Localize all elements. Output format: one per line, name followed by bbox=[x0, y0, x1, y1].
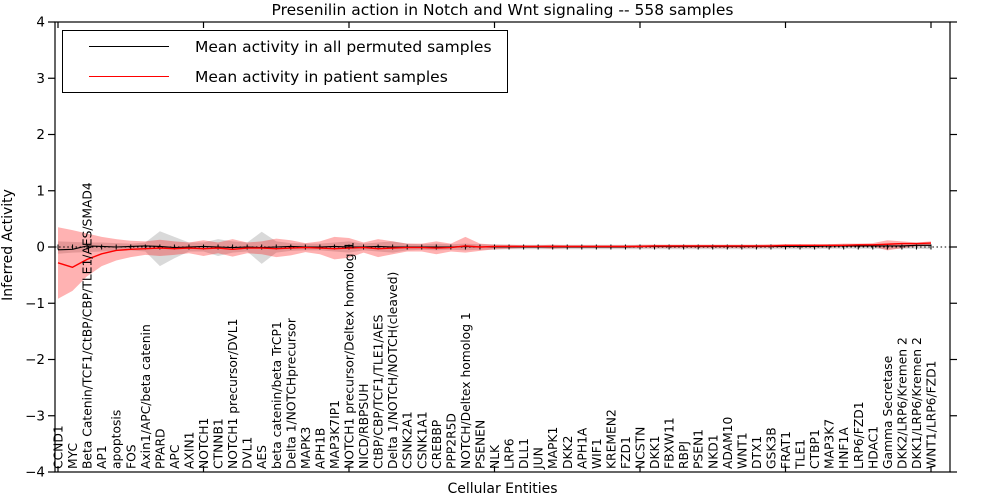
x-entity-label: DVL1 bbox=[241, 437, 255, 469]
x-entity-label: FRAT1 bbox=[779, 431, 793, 469]
y-tick-label: 0 bbox=[36, 240, 45, 256]
x-entity-label: CTBP1 bbox=[808, 429, 822, 469]
legend-label-permuted: Mean activity in all permuted samples bbox=[195, 37, 492, 56]
x-entity-label: ADAM10 bbox=[721, 417, 735, 469]
legend-item-permuted: Mean activity in all permuted samples bbox=[63, 32, 507, 61]
x-entity-label: CCND1 bbox=[52, 425, 66, 469]
x-entity-label: Axin1/APC/beta catenin bbox=[139, 324, 153, 469]
x-axis-ticks bbox=[57, 22, 932, 472]
x-entity-label: LRP6/FZD1 bbox=[852, 401, 866, 469]
y-tick-label: −1 bbox=[25, 296, 45, 312]
x-entity-label: AXIN1 bbox=[182, 432, 196, 470]
x-entity-label: FZD1 bbox=[619, 436, 633, 469]
y-tick-label: −3 bbox=[25, 408, 45, 424]
x-entity-label: TLE1 bbox=[794, 439, 808, 470]
x-entity-label: DLL1 bbox=[517, 438, 531, 469]
x-entity-label: apoptosis bbox=[110, 410, 124, 469]
x-entity-label: MYC bbox=[66, 443, 80, 469]
x-entity-label: JUN bbox=[532, 447, 546, 470]
x-entity-label: FOS bbox=[124, 444, 138, 469]
y-axis-label: Inferred Activity bbox=[0, 189, 16, 301]
x-entity-label: NICD/RBPSUH bbox=[357, 384, 371, 469]
y-tick-label: 4 bbox=[36, 15, 45, 31]
x-entity-label: Beta Catenin/TCF1/CtBP/CBP/TLE1/AES/SMAD… bbox=[81, 182, 95, 469]
x-entity-label: HNF1A bbox=[837, 427, 851, 469]
x-entity-label: APC bbox=[168, 445, 182, 469]
y-tick-label: 2 bbox=[36, 127, 45, 143]
x-entity-label: NOTCH/Deltex homolog 1 bbox=[459, 312, 473, 469]
x-entity-label: MAPK3 bbox=[299, 427, 313, 469]
x-entity-label: FBXW11 bbox=[663, 417, 677, 469]
x-entity-label: MAP3K7IP1 bbox=[328, 400, 342, 469]
x-entity-label: PPP2R5D bbox=[444, 413, 458, 469]
x-entity-label: CTNNB1 bbox=[212, 418, 226, 469]
x-entity-label: PSEN1 bbox=[692, 429, 706, 469]
x-entity-label: NKD1 bbox=[706, 434, 720, 469]
x-entity-label: KREMEN2 bbox=[604, 409, 618, 469]
x-axis-label: Cellular Entities bbox=[447, 481, 558, 497]
x-entity-label: WNT1 bbox=[735, 432, 749, 469]
x-entity-label: CSNK1A1 bbox=[415, 411, 429, 469]
x-entity-label: WIF1 bbox=[590, 438, 604, 469]
y-tick-label: −4 bbox=[25, 465, 45, 481]
y-tick-label: 3 bbox=[36, 71, 45, 87]
y-axis-ticks: 4 3 2 1 0 −1 −2 −3 −4 bbox=[25, 15, 957, 481]
x-entity-label: RBPJ bbox=[677, 441, 691, 469]
x-entity-label: Delta 1/NOTCH/NOTCH(cleaved) bbox=[386, 272, 400, 469]
x-entity-label: Delta 1/NOTCHprecursor bbox=[284, 317, 298, 469]
x-entity-label: beta catenin/beta TrCP1 bbox=[270, 321, 284, 469]
legend-line-sample-red bbox=[89, 76, 169, 77]
x-entity-label: NLK bbox=[488, 444, 502, 469]
x-entity-label: PPARD bbox=[153, 429, 167, 469]
x-entity-label: DKK1/LRP6/Kremen 2 bbox=[910, 337, 924, 469]
x-entity-labels: CCND1 MYC Beta Catenin/TCF1/CtBP/CBP/TLE1/… bbox=[52, 182, 939, 470]
legend-item-patient: Mean activity in patient samples bbox=[63, 62, 507, 91]
x-entity-label: LRP6 bbox=[503, 438, 517, 469]
x-entity-label: APH1A bbox=[575, 427, 589, 469]
x-entity-label: NOTCH1 precursor/Deltex homolog 1 bbox=[343, 242, 357, 469]
x-entity-label: DKK2 bbox=[561, 436, 575, 469]
x-entity-label: MAP3K7 bbox=[823, 419, 837, 469]
y-tick-label: −2 bbox=[25, 352, 45, 368]
x-entity-label: HDAC1 bbox=[866, 426, 880, 469]
x-entity-label: WNT1/LRP6/FZD1 bbox=[925, 361, 939, 469]
band-patient bbox=[58, 227, 931, 299]
x-entity-label: PSENEN bbox=[473, 420, 487, 469]
x-entity-label: DTX1 bbox=[750, 436, 764, 469]
chart-title: Presenilin action in Notch and Wnt signa… bbox=[271, 1, 734, 19]
x-entity-label: Gamma Secretase bbox=[881, 356, 895, 469]
x-entity-label: NOTCH1 precursor/DVL1 bbox=[226, 319, 240, 469]
x-entity-label: CREBBP bbox=[430, 420, 444, 469]
x-entity-label: NCSTN bbox=[634, 427, 648, 469]
x-entity-label: MAPK1 bbox=[546, 427, 560, 469]
legend-line-sample-black bbox=[89, 46, 169, 47]
x-entity-label: AES bbox=[255, 445, 269, 469]
x-entity-label: CSNK2A1 bbox=[401, 411, 415, 469]
x-entity-label: AP1 bbox=[95, 445, 109, 469]
x-entity-label: NOTCH1 bbox=[197, 418, 211, 469]
legend-label-patient: Mean activity in patient samples bbox=[195, 67, 448, 86]
y-tick-label: 1 bbox=[36, 183, 45, 199]
x-entity-label: CtBP/CBP/TCF1/TLE1/AES bbox=[372, 314, 386, 469]
legend: Mean activity in all permuted samples Me… bbox=[62, 30, 508, 93]
series-line-patient bbox=[57, 242, 932, 268]
x-entity-label: GSK3B bbox=[764, 427, 778, 469]
x-entity-label: DKK1 bbox=[648, 436, 662, 469]
x-entity-label: APH1B bbox=[313, 428, 327, 469]
x-entity-label: DKK2/LRP6/Kremen 2 bbox=[895, 337, 909, 469]
